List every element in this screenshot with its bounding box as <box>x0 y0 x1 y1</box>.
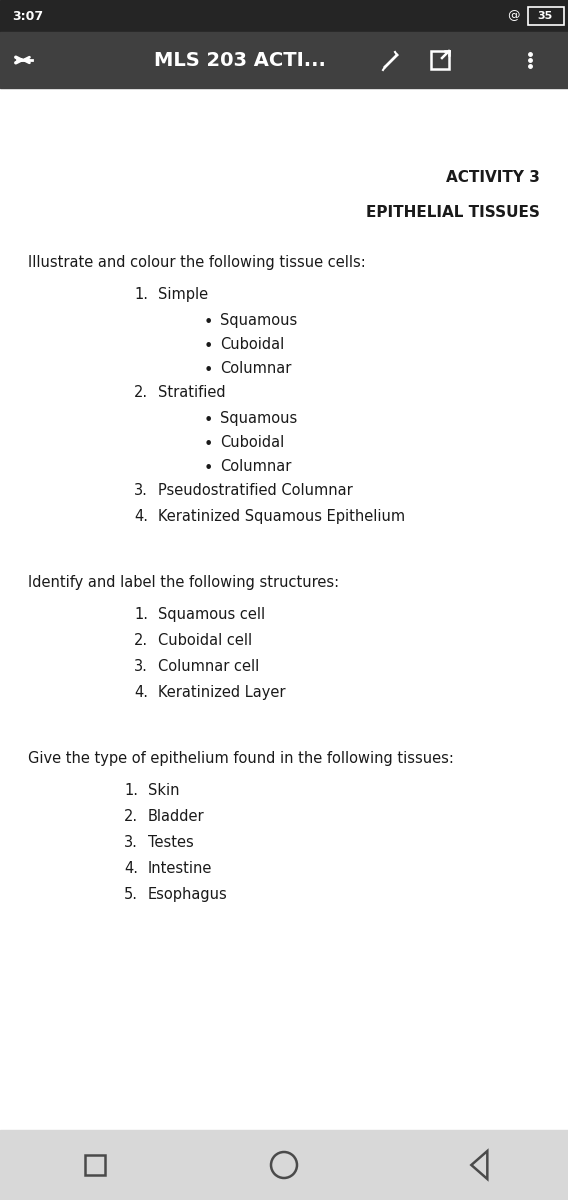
Text: Give the type of epithelium found in the following tissues:: Give the type of epithelium found in the… <box>28 751 454 766</box>
Text: Columnar cell: Columnar cell <box>158 659 259 674</box>
Text: 3.: 3. <box>134 659 148 674</box>
Text: Cuboidal cell: Cuboidal cell <box>158 634 252 648</box>
Text: Cuboidal: Cuboidal <box>220 337 284 352</box>
Text: Skin: Skin <box>148 782 179 798</box>
Text: •: • <box>203 338 212 354</box>
Text: Columnar: Columnar <box>220 361 291 376</box>
Text: 1.: 1. <box>124 782 138 798</box>
Text: 2.: 2. <box>134 385 148 400</box>
Text: Columnar: Columnar <box>220 458 291 474</box>
Text: @: @ <box>507 10 519 23</box>
Text: Pseudostratified Columnar: Pseudostratified Columnar <box>158 482 353 498</box>
Bar <box>0 0 568 32</box>
Text: MLS 203 ACTI...: MLS 203 ACTI... <box>154 50 326 70</box>
Text: 2.: 2. <box>134 634 148 648</box>
Text: •: • <box>203 413 212 428</box>
Text: 3:07: 3:07 <box>12 10 43 23</box>
Bar <box>85 1154 105 1175</box>
Bar <box>0 32 568 88</box>
Text: Stratified: Stratified <box>158 385 225 400</box>
Text: Squamous cell: Squamous cell <box>158 607 265 622</box>
Text: •: • <box>203 437 212 452</box>
Text: 3.: 3. <box>124 835 138 850</box>
Text: 4.: 4. <box>134 509 148 524</box>
Text: 5.: 5. <box>124 887 138 902</box>
Text: 1.: 1. <box>134 607 148 622</box>
Text: 2.: 2. <box>124 809 138 824</box>
Text: 4.: 4. <box>134 685 148 700</box>
Bar <box>431 50 449 68</box>
Text: •: • <box>203 314 212 330</box>
Text: Esophagus: Esophagus <box>148 887 228 902</box>
Text: Bladder: Bladder <box>148 809 204 824</box>
Text: 4.: 4. <box>124 862 138 876</box>
Text: Cuboidal: Cuboidal <box>220 434 284 450</box>
Text: EPITHELIAL TISSUES: EPITHELIAL TISSUES <box>366 205 540 220</box>
Text: 1.: 1. <box>134 287 148 302</box>
Bar <box>528 7 564 25</box>
Text: Illustrate and colour the following tissue cells:: Illustrate and colour the following tiss… <box>28 254 366 270</box>
Text: Intestine: Intestine <box>148 862 212 876</box>
Text: 3.: 3. <box>134 482 148 498</box>
Text: Simple: Simple <box>158 287 208 302</box>
Text: 35: 35 <box>537 11 553 20</box>
Text: Identify and label the following structures:: Identify and label the following structu… <box>28 575 339 590</box>
Bar <box>0 1130 568 1200</box>
Text: Keratinized Layer: Keratinized Layer <box>158 685 286 700</box>
Text: Squamous: Squamous <box>220 313 297 328</box>
Bar <box>0 88 568 1130</box>
Text: Squamous: Squamous <box>220 410 297 426</box>
Text: ACTIVITY 3: ACTIVITY 3 <box>446 170 540 185</box>
Text: Keratinized Squamous Epithelium: Keratinized Squamous Epithelium <box>158 509 405 524</box>
Text: •: • <box>203 362 212 378</box>
Text: •: • <box>203 461 212 476</box>
Text: Testes: Testes <box>148 835 194 850</box>
